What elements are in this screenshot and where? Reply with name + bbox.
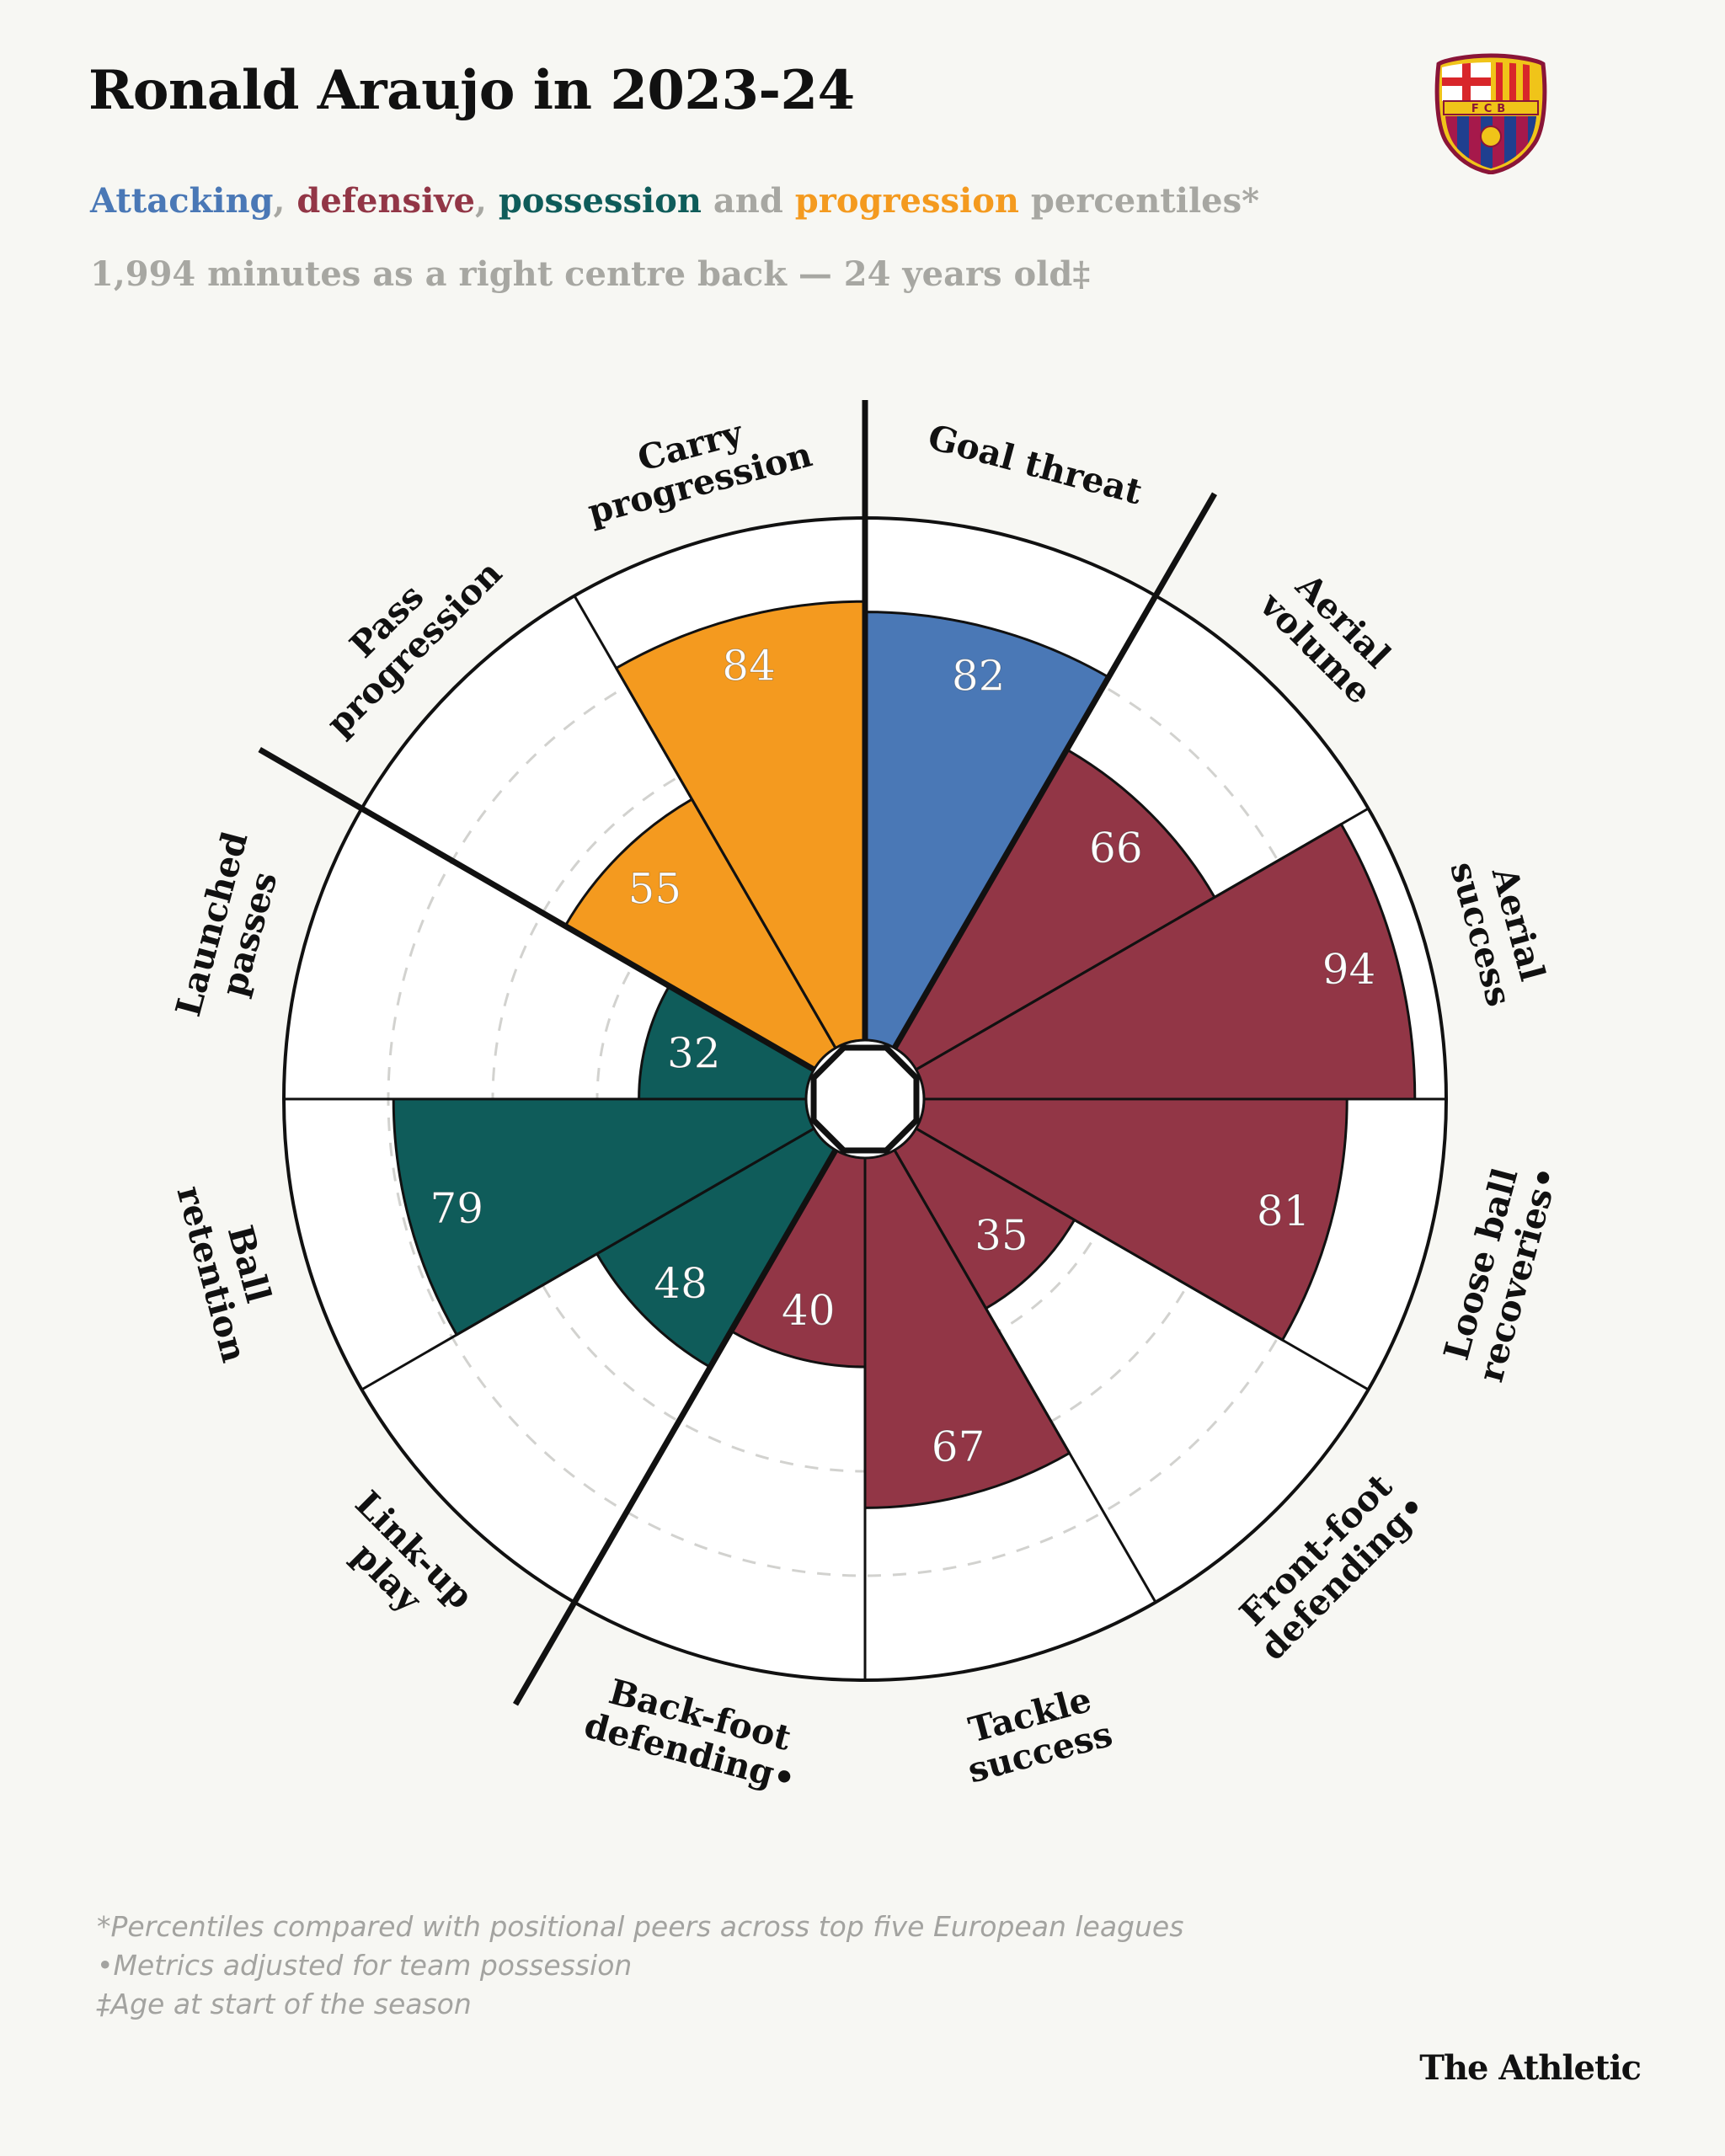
footnote-age: ‡Age at start of the season: [97, 1988, 472, 2020]
fc-barcelona-crest-icon: FCB: [1434, 53, 1547, 174]
segment-divider: [360, 1127, 815, 1391]
value-label: 35: [975, 1211, 1028, 1260]
value-label: 79: [430, 1184, 483, 1233]
value-label: 40: [782, 1286, 836, 1335]
footnote-percentiles: *Percentiles compared with positional pe…: [97, 1910, 1184, 1943]
crest-text: FCB: [1471, 103, 1510, 115]
player-meta: 1,994 minutes as a right centre back — 2…: [90, 254, 1091, 294]
bar-carry-progression: [615, 600, 867, 1049]
bar-pass-progression: [563, 798, 837, 1071]
chart-subtitle: Attacking, defensive, possession and pro…: [90, 181, 1259, 221]
subtitle-possession: possession: [498, 181, 702, 221]
bar-aerial-volume: [893, 748, 1216, 1071]
bar-front-foot-defending: [893, 1127, 1076, 1310]
category-separator: [258, 746, 816, 1073]
segment-divider: [915, 807, 1370, 1071]
value-label: 55: [628, 864, 682, 913]
bar-ball-retention: [392, 1097, 815, 1337]
category-separator: [891, 492, 1218, 1050]
category-label: Goal threat: [924, 417, 1146, 513]
value-label: 81: [1257, 1187, 1311, 1235]
value-label: 67: [932, 1422, 985, 1471]
subtitle-defensive: defensive: [296, 181, 475, 221]
segment-divider: [915, 1127, 1370, 1391]
bar-back-foot-defending: [729, 1149, 867, 1369]
subtitle-sep-4: percentiles*: [1019, 181, 1260, 221]
subtitle-sep-1: ,: [273, 181, 297, 221]
value-label: 48: [654, 1259, 708, 1308]
subtitle-attacking: Attacking: [90, 181, 274, 221]
bar-launched-passes: [638, 985, 815, 1101]
category-label-line: Goal threat: [924, 417, 1146, 513]
bar-aerial-success: [915, 823, 1417, 1101]
category-separator: [512, 1148, 839, 1706]
subtitle-progression: progression: [794, 181, 1019, 221]
bar-loose-ball-recoveries: [915, 1097, 1348, 1342]
value-label: 84: [722, 641, 776, 690]
footnote-possession-adjusted: •Metrics adjusted for team possession: [97, 1949, 633, 1982]
the-athletic-logo: The Athletic: [1419, 2048, 1642, 2088]
value-label: 82: [952, 651, 1006, 700]
segment-divider: [893, 1149, 1157, 1604]
segment-divider: [573, 595, 837, 1049]
page-title: Ronald Araujo in 2023-24: [88, 59, 855, 122]
value-label: 94: [1322, 945, 1376, 994]
bar-link-up-play: [595, 1127, 837, 1369]
value-label: 66: [1089, 824, 1143, 873]
subtitle-sep-3: and: [701, 181, 795, 221]
bar-tackle-success: [863, 1149, 1071, 1509]
footnotes: *Percentiles compared with positional pe…: [97, 1908, 1183, 2024]
value-label: 32: [667, 1029, 721, 1078]
subtitle-sep-2: ,: [474, 181, 499, 221]
bar-goal-threat: [863, 611, 1110, 1049]
center-hub: [810, 1044, 920, 1154]
outer-ring: [282, 516, 1448, 1682]
